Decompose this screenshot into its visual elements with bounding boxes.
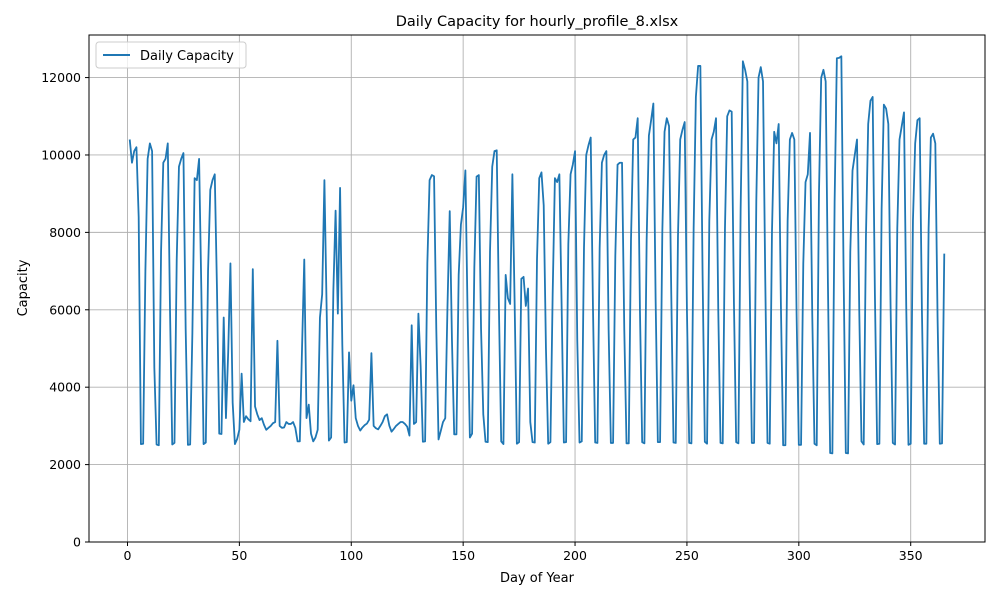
x-tick-label: 350 (899, 548, 923, 563)
x-tick-label: 100 (339, 548, 363, 563)
x-tick-label: 50 (231, 548, 247, 563)
y-tick-label: 2000 (49, 457, 81, 472)
legend-series-label: Daily Capacity (140, 49, 234, 64)
legend-box (95, 41, 247, 69)
y-axis-ticks: 0 2000 4000 6000 8000 10000 12000 (41, 70, 89, 550)
x-tick-label: 200 (563, 548, 587, 563)
chart-title: Daily Capacity for hourly_profile_8.xlsx (396, 14, 679, 30)
y-axis-label: Capacity (16, 259, 31, 316)
x-tick-label: 250 (675, 548, 699, 563)
y-tick-label: 12000 (41, 70, 81, 85)
y-tick-label: 6000 (49, 302, 81, 317)
x-axis-ticks: 0 50 100 150 200 250 300 350 (124, 542, 923, 563)
y-tick-label: 0 (73, 535, 81, 550)
x-tick-label: 150 (451, 548, 475, 563)
series-line-daily-capacity (128, 55, 946, 455)
y-tick-label: 8000 (49, 225, 81, 240)
plot-area-frame (88, 34, 986, 543)
x-axis-label: Day of Year (500, 571, 575, 586)
x-tick-label: 300 (787, 548, 811, 563)
series-layer (128, 55, 946, 455)
x-tick-label: 0 (124, 548, 132, 563)
y-tick-label: 4000 (49, 380, 81, 395)
y-tick-label: 10000 (41, 147, 81, 162)
legend: Daily Capacity (95, 41, 247, 69)
